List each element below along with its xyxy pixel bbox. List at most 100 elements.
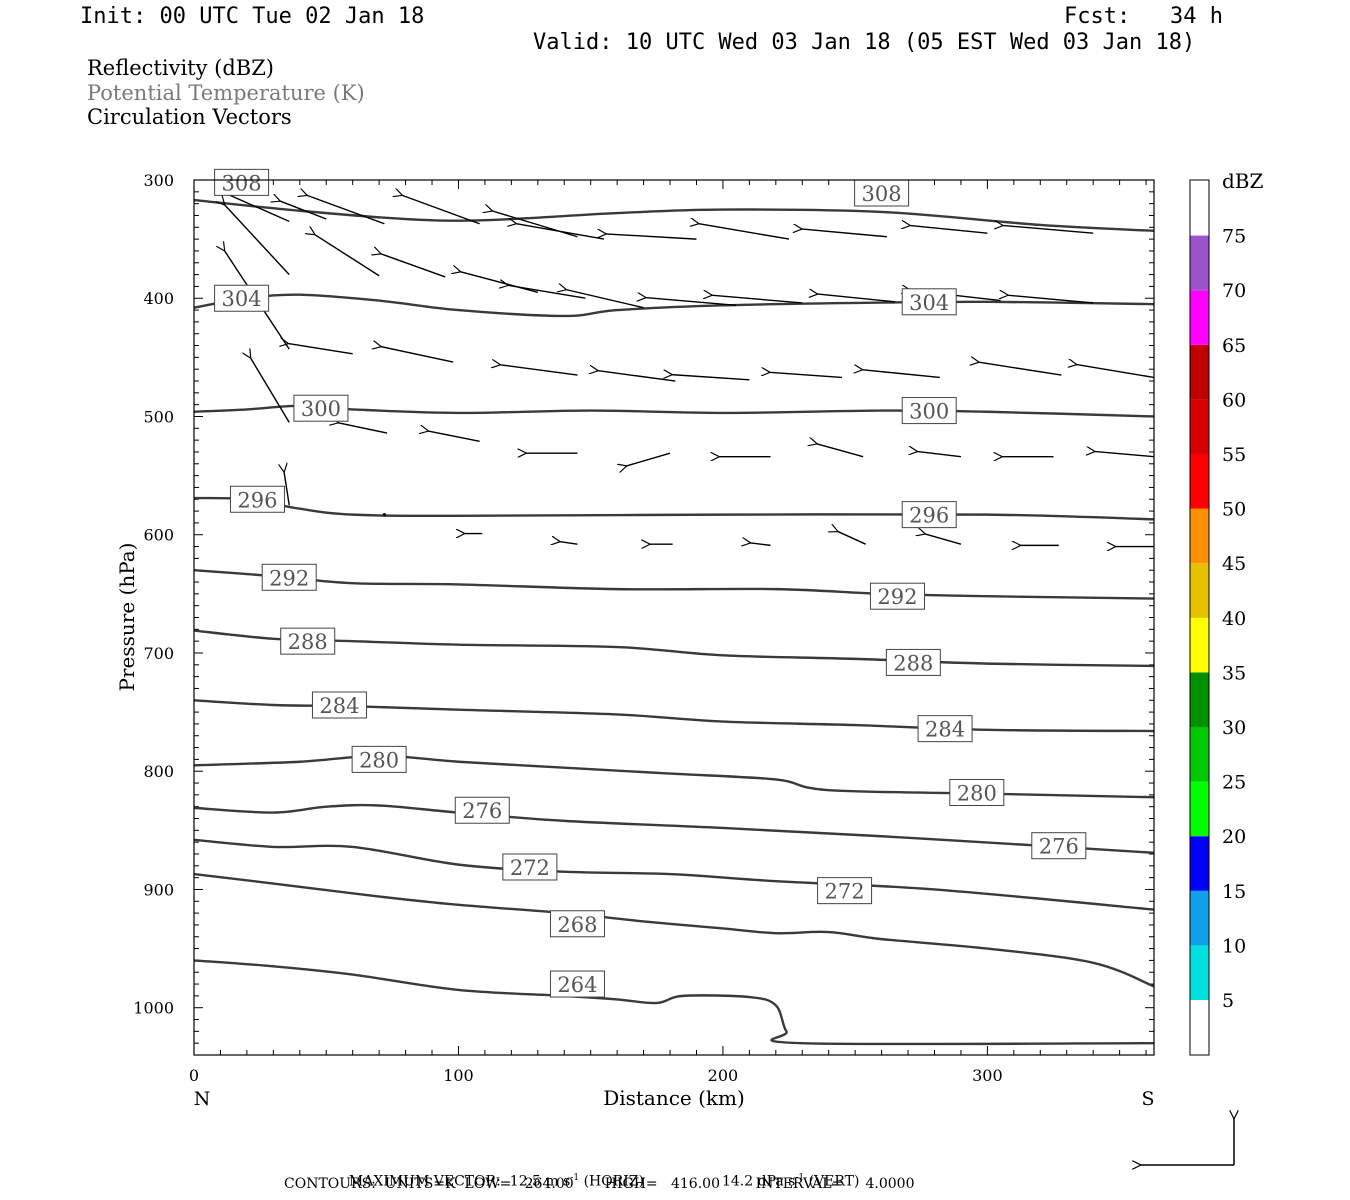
circulation-vector	[559, 542, 578, 545]
y-tick-label: 800	[143, 762, 174, 781]
circulation-vector	[499, 365, 578, 376]
theta-contour-268	[193, 872, 1155, 988]
colorbar-swatch	[1190, 508, 1209, 564]
max-vector-vert: 14.2 dPa s	[721, 1173, 796, 1190]
theta-contour-304	[193, 293, 1155, 318]
circulation-vector	[978, 362, 1062, 376]
contour-info-line: CONTOURS: UNITS=K LOW= 264.00 HIGH= 416.…	[284, 1176, 915, 1192]
contour-label-box	[351, 745, 407, 773]
x-tick-label: 300	[972, 1066, 1003, 1085]
theta-contour-264	[193, 959, 1155, 1046]
colorbar-tick-label: 60	[1222, 389, 1246, 411]
dbz-colorbar: 5 10 15 20 25 30 35 40 45 50 55 60 65 70 75	[1189, 179, 1246, 1056]
contour-label-268: 268	[557, 913, 597, 937]
circulation-vector	[314, 234, 380, 277]
colorbar-swatch	[1190, 399, 1209, 454]
colorbar-tick-label: 30	[1222, 717, 1246, 739]
theta-contour-276	[193, 803, 1155, 855]
theta-contour-292	[193, 569, 1155, 600]
y-tick-label: 300	[143, 171, 174, 190]
circulation-vector	[671, 375, 750, 381]
colorbar-tick-label: 20	[1222, 826, 1246, 848]
contour-label-304: 304	[222, 287, 262, 311]
colorbar-swatch	[1190, 781, 1209, 837]
contour-label-308: 308	[862, 182, 902, 206]
contour-label-296: 296	[909, 504, 949, 528]
exp-vert: -1	[795, 1173, 805, 1183]
circulation-vectors	[224, 193, 1155, 547]
plot-frame	[193, 179, 1155, 1056]
colorbar-swatch	[1190, 290, 1209, 345]
contour-label-box	[502, 853, 558, 881]
contour-labels: 308 308 304 304 300 300 296 296 292 292 288 288 284 2…	[214, 168, 1087, 998]
contour-label-264: 264	[557, 973, 597, 997]
colorbar-swatch	[1190, 235, 1209, 291]
circulation-vector	[698, 224, 790, 240]
colorbar-swatch	[1190, 672, 1209, 727]
circulation-vector	[837, 531, 867, 545]
colorbar-swatch	[1190, 617, 1209, 673]
circulation-vector	[460, 272, 538, 294]
colorbar-tick-label: 70	[1222, 280, 1246, 302]
contour-label-284: 284	[319, 694, 359, 718]
colorbar-tick-label: 55	[1222, 444, 1246, 466]
y-tick-label: 1000	[133, 999, 174, 1018]
circulation-vector	[338, 423, 388, 434]
theta-contour-280	[193, 754, 1155, 799]
circulation-vector	[306, 195, 385, 225]
contour-label-308: 308	[222, 171, 262, 195]
vert-label: (VERT)	[808, 1173, 860, 1190]
circulation-vector	[516, 224, 605, 240]
contour-label-292: 292	[269, 566, 309, 590]
y-tick-label: 400	[143, 289, 174, 308]
contour-label-300: 300	[909, 400, 949, 424]
y-axis-title: Pressure (hPa)	[115, 543, 139, 692]
colorbar-outline	[1189, 179, 1210, 1056]
y-tick-label: 700	[143, 644, 174, 663]
contour-label-box	[311, 691, 367, 719]
circulation-vector	[288, 343, 353, 355]
contour-label-272: 272	[825, 880, 865, 904]
valid-time: Valid: 10 UTC Wed 03 Jan 18 (05 EST Wed …	[533, 30, 1196, 55]
circulation-vector	[605, 234, 697, 240]
contour-label-300: 300	[301, 397, 341, 421]
contour-label-box	[901, 288, 957, 316]
colorbar-tick-label: 65	[1222, 335, 1246, 357]
max-vector-horiz: MAXIMUM VECTOR: 12.5 m s	[348, 1173, 571, 1190]
circulation-vector	[566, 290, 644, 309]
exp-horiz: -1	[570, 1173, 580, 1183]
circulation-vector	[817, 294, 895, 303]
theta-contour-272	[193, 838, 1155, 911]
colorbar-tick-label: 15	[1222, 881, 1246, 903]
colorbar-tick-label: 50	[1222, 499, 1246, 521]
colorbar-swatch	[1190, 454, 1209, 509]
circulation-vector	[862, 370, 940, 379]
contour-label-296: 296	[237, 488, 277, 512]
contour-label-box	[549, 970, 605, 998]
contour-label-280: 280	[359, 748, 399, 772]
contour-label-box	[854, 179, 910, 207]
x-end-label-south: S	[1141, 1088, 1154, 1110]
contour-label-272: 272	[510, 856, 550, 880]
contour-label-284: 284	[925, 718, 965, 742]
x-tick-label: 0	[189, 1066, 199, 1085]
contour-label-box	[917, 715, 973, 743]
colorbar-title: dBZ	[1222, 169, 1264, 193]
legend-potential-temperature: Potential Temperature (K)	[87, 81, 365, 105]
circulation-vector	[284, 471, 290, 506]
circulation-vector	[597, 371, 676, 382]
contour-label-304: 304	[909, 291, 949, 315]
colorbar-swatch	[1190, 945, 1209, 1000]
contour-label-box	[1031, 832, 1087, 860]
circulation-vector	[279, 201, 327, 220]
x-axis-title: Distance (km)	[603, 1086, 745, 1110]
theta-contour-288	[193, 629, 1155, 668]
x-tick-label: 200	[708, 1066, 739, 1085]
colorbar-swatch	[1190, 563, 1209, 618]
circulation-vector	[382, 513, 387, 517]
horiz-label: (HORIZ)	[583, 1173, 644, 1190]
circulation-vector	[250, 357, 290, 423]
circulation-vector	[507, 285, 586, 299]
contour-label-box	[885, 648, 941, 676]
